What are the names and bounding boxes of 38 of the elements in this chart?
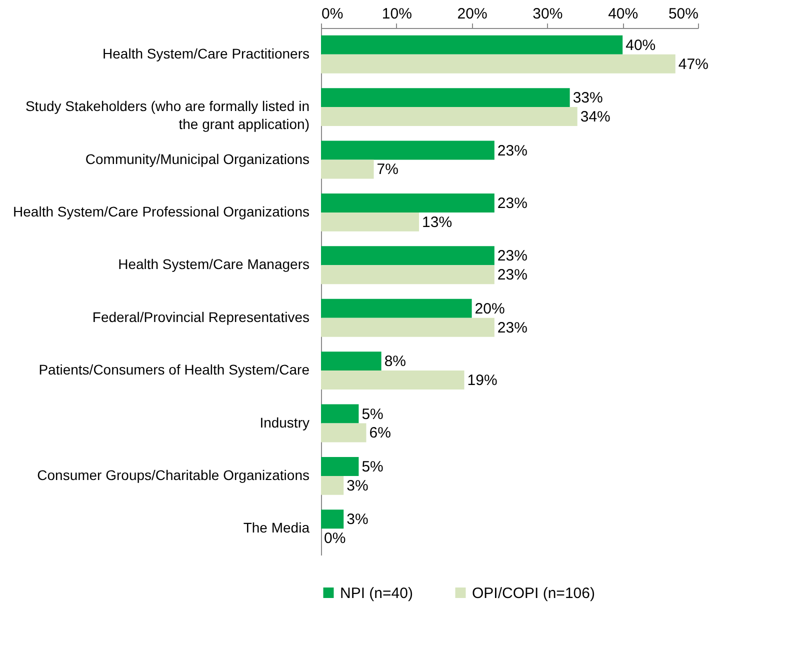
y-tick-label: Industry [260,414,310,430]
legend-label: OPI/COPI (n=106) [472,584,595,602]
data-label: 3% [346,477,368,494]
data-label: 23% [497,142,528,160]
data-label: 19% [467,372,498,390]
x-tick-label: 50% [668,6,698,22]
data-label: 40% [626,36,656,54]
data-label: 5% [362,406,384,423]
y-tick-label: Federal/Provincial Representatives [92,308,310,325]
x-tick-label: 30% [532,6,563,22]
data-label: 23% [497,248,528,265]
data-label: 23% [497,194,528,212]
y-tick-label: The Media [243,520,310,536]
legend-label: NPI (n=40) [340,584,413,602]
data-label: 23% [497,319,528,336]
data-label: 47% [678,56,708,73]
y-tick-label: Health System/Care Managers [118,256,310,272]
data-label: 3% [346,511,368,528]
data-label: 34% [580,108,610,126]
data-label: 8% [384,353,406,370]
data-label: 5% [362,458,384,476]
x-tick-label: 0% [322,6,344,22]
y-tick-label: Consumer Groups/Charitable Organizations [37,466,310,483]
data-label: 13% [422,214,452,231]
y-tick-label: Community/Municipal Organizations [85,150,310,167]
data-label: 6% [369,424,391,442]
data-label: 20% [474,300,505,318]
data-label: 7% [376,161,398,178]
y-tick-label: Health System/Care Practitioners [102,45,310,62]
x-tick-label: 40% [608,6,638,22]
y-tick-label: Study Stakeholders (who are formally listed in the grant application) [25,98,310,132]
x-tick-label: 10% [382,6,412,22]
y-tick-label: Patients/Consumers of Health System/Care [38,362,310,378]
y-tick-label: Health System/Care Professional Organizations [13,203,310,220]
data-label: 23% [497,266,528,284]
x-tick-label: 20% [457,6,488,22]
data-label: 33% [572,90,603,107]
data-label: 0% [324,530,346,548]
